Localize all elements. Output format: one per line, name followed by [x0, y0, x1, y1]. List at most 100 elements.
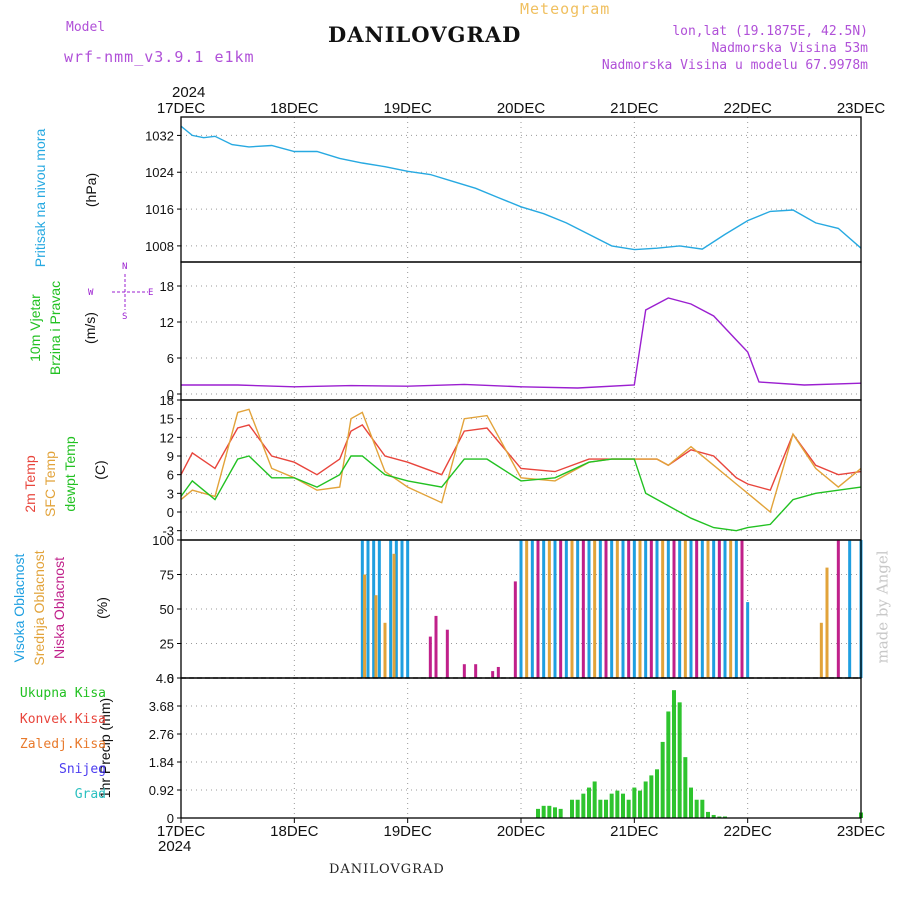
bar-precip	[689, 787, 693, 818]
bar-cloud	[519, 540, 523, 678]
bar-cloud	[536, 540, 540, 678]
bar-cloud	[530, 540, 534, 678]
bottom-x-tick-label: 21DEC	[610, 823, 659, 840]
bar-cloud	[377, 540, 381, 678]
bar-precip	[598, 799, 603, 818]
bar-cloud	[389, 540, 393, 678]
bar-cloud	[496, 666, 500, 678]
bar-precip	[723, 816, 727, 818]
bar-cloud	[604, 540, 608, 678]
bar-cloud	[581, 540, 585, 678]
temperature-ytick-label: 0	[167, 505, 174, 520]
bar-cloud	[559, 540, 563, 678]
bar-cloud	[649, 540, 653, 678]
bar-precip	[626, 799, 631, 818]
bar-cloud	[661, 540, 665, 678]
bar-cloud	[394, 540, 398, 678]
bar-cloud	[706, 540, 710, 678]
bar-cloud	[400, 540, 404, 678]
bar-cloud	[678, 540, 682, 678]
bar-precip	[711, 814, 716, 818]
bar-cloud	[683, 540, 687, 678]
meteogram-label: Meteogram	[520, 0, 611, 18]
compass-east: E	[148, 288, 154, 298]
bar-cloud	[374, 595, 378, 678]
pressure-ytick-label: 1024	[145, 165, 174, 180]
precip-legend-hail: Grad	[74, 787, 106, 802]
footer-station: DANILOVGRAD	[329, 862, 445, 877]
temperature-ytick-label: 3	[167, 486, 174, 501]
precip-ytick-label: 3.68	[149, 699, 174, 714]
bar-cloud	[570, 540, 574, 678]
series-line-2m-temp	[180, 423, 862, 492]
bar-precip	[694, 799, 699, 818]
bar-cloud	[363, 574, 367, 678]
bar-cloud	[712, 540, 716, 678]
precip-ytick-label: 0	[167, 811, 174, 826]
compass-cross-icon	[112, 274, 148, 310]
bar-precip	[621, 793, 625, 818]
chart-title: DANILOVGRAD	[328, 22, 522, 47]
pressure-ytick-label: 1008	[145, 239, 174, 254]
model-label: Model	[66, 20, 106, 35]
precip-ytick-label: 4.6	[156, 671, 174, 686]
bar-precip	[638, 790, 642, 818]
bar-cloud	[729, 540, 733, 678]
bar-cloud	[740, 540, 744, 678]
cloud-ytick-label: 50	[160, 602, 174, 617]
bar-precip	[683, 757, 688, 818]
bar-cloud	[734, 540, 738, 678]
wind-ytick-label: 6	[167, 351, 174, 366]
bar-cloud	[598, 540, 602, 678]
bar-cloud	[553, 540, 557, 678]
bottom-x-tick-label: 20DEC	[497, 823, 546, 840]
compass-north: N	[122, 262, 128, 272]
temperature-ytick-label: 18	[160, 393, 174, 408]
bar-precip	[717, 816, 722, 818]
bar-cloud	[819, 622, 823, 678]
bar-cloud	[564, 540, 568, 678]
compass-south: S	[122, 312, 128, 322]
series-line-pritisak-na-nivou-mora	[180, 125, 862, 251]
series-line-sfc-temp	[180, 408, 862, 514]
cloud-ytick-label: 0	[167, 671, 174, 686]
bar-cloud	[717, 540, 721, 678]
wind-ytick-label: 12	[160, 315, 174, 330]
bar-precip	[581, 793, 586, 818]
bar-cloud	[383, 622, 387, 678]
top-x-tick-label: 23DEC	[837, 100, 886, 117]
temperature-ytick-label: 6	[167, 468, 174, 483]
bar-cloud	[700, 540, 704, 678]
bar-precip	[672, 690, 676, 818]
bar-precip	[649, 775, 654, 818]
year-top: 2024	[172, 84, 206, 101]
bar-cloud	[491, 671, 495, 678]
precip-ytick-label: 1.84	[149, 755, 174, 770]
bar-cloud	[621, 540, 625, 678]
bar-precip	[666, 711, 671, 818]
precip-legend-convective: Konvek.Kisa	[19, 712, 106, 727]
bar-precip	[604, 799, 608, 818]
precip-legend-total: Ukupna Kisa	[19, 686, 106, 701]
pressure-panel-frame	[180, 116, 862, 263]
bar-precip	[558, 808, 563, 818]
top-x-tick-label: 20DEC	[497, 100, 546, 117]
precip-legend-snow: Snijeg	[59, 762, 106, 777]
bar-cloud	[474, 664, 478, 678]
location-label: lon,lat (19.1875E, 42.5N)	[672, 24, 868, 39]
bottom-x-tick-label: 22DEC	[723, 823, 772, 840]
bar-cloud	[666, 540, 670, 678]
bar-cloud	[542, 540, 546, 678]
bar-cloud	[372, 540, 376, 678]
precip-ytick-label: 0.92	[149, 783, 174, 798]
bar-precip	[700, 799, 705, 818]
compass-west: W	[88, 288, 94, 298]
bar-cloud	[610, 540, 614, 678]
cloud-ytick-label: 100	[152, 533, 174, 548]
bar-cloud	[689, 540, 693, 678]
top-x-tick-label: 19DEC	[383, 100, 432, 117]
model-elevation-label: Nadmorska Visina u modelu 67.9978m	[601, 58, 868, 73]
temperature-ytick-label: 9	[167, 449, 174, 464]
top-x-tick-label: 17DEC	[157, 100, 206, 117]
